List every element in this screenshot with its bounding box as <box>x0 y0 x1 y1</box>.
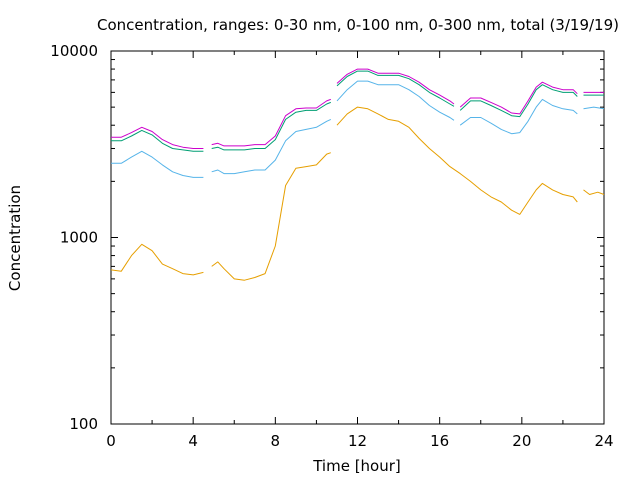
x-axis-label: Time [hour] <box>312 457 401 475</box>
series-line-segment <box>459 98 578 135</box>
series-group <box>110 68 605 281</box>
y-tick-label: 100 <box>69 415 98 433</box>
chart-title: Concentration, ranges: 0-30 nm, 0-100 nm… <box>97 16 619 34</box>
series-4 <box>111 68 604 149</box>
series-line-segment <box>111 150 204 178</box>
x-tick-label: 0 <box>106 432 116 450</box>
series-line-segment <box>336 106 578 215</box>
series-3 <box>111 70 604 152</box>
series-line-segment <box>111 129 204 152</box>
x-tick-label: 12 <box>348 432 367 450</box>
y-axis-label: Concentration <box>6 185 24 291</box>
series-line-segment <box>211 98 331 147</box>
x-tick-label: 4 <box>188 432 198 450</box>
series-2 <box>111 80 605 178</box>
series-line-segment <box>336 70 455 107</box>
series-line-segment <box>459 81 578 115</box>
series-1 <box>110 106 605 281</box>
series-line-segment <box>459 84 578 118</box>
series-line-segment <box>111 126 204 149</box>
axis-tick-labels: 0 4 8 12 16 20 24 100 1000 10000 <box>50 42 613 450</box>
series-line-segment <box>211 118 332 175</box>
axis-ticks <box>110 50 605 425</box>
x-tick-label: 8 <box>271 432 281 450</box>
x-tick-label: 20 <box>512 432 531 450</box>
series-line-segment <box>336 80 455 121</box>
series-line-segment <box>110 243 204 276</box>
x-tick-label: 24 <box>594 432 613 450</box>
series-line-segment <box>336 68 455 105</box>
series-line-segment <box>583 106 605 110</box>
series-line-segment <box>211 152 331 281</box>
series-line-segment <box>583 189 605 195</box>
y-tick-label: 1000 <box>60 229 98 247</box>
series-line-segment <box>211 101 331 151</box>
y-tick-label: 10000 <box>50 42 98 60</box>
x-tick-label: 16 <box>430 432 449 450</box>
